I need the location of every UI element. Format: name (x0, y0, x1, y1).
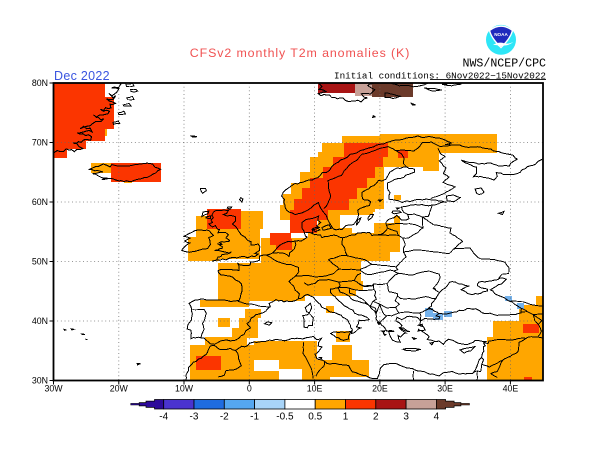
svg-text:4: 4 (434, 412, 440, 423)
svg-text:NOAA: NOAA (494, 32, 508, 37)
svg-text:-0.5: -0.5 (276, 412, 294, 423)
svg-text:NWS/NCEP/CPC: NWS/NCEP/CPC (463, 58, 547, 71)
svg-text:2: 2 (373, 412, 379, 423)
svg-text:1: 1 (343, 412, 349, 423)
svg-text:10W: 10W (175, 384, 194, 394)
svg-text:80N: 80N (32, 78, 48, 88)
svg-text:0: 0 (247, 384, 252, 394)
svg-text:-3: -3 (190, 412, 199, 423)
svg-text:-1: -1 (250, 412, 259, 423)
svg-text:20E: 20E (372, 384, 388, 394)
svg-text:30E: 30E (437, 384, 453, 394)
svg-text:40N: 40N (32, 316, 48, 326)
svg-text:60N: 60N (32, 197, 48, 207)
svg-text:0.5: 0.5 (308, 412, 322, 423)
svg-text:70N: 70N (32, 138, 48, 148)
svg-text:20W: 20W (110, 384, 129, 394)
svg-text:-4: -4 (159, 412, 168, 423)
svg-text:30N: 30N (32, 376, 48, 386)
svg-text:-2: -2 (220, 412, 229, 423)
svg-text:30W: 30W (44, 384, 63, 394)
svg-text:Dec 2022: Dec 2022 (54, 69, 110, 83)
svg-text:Initial conditions: 6Nov2022−1: Initial conditions: 6Nov2022−15Nov2022 (334, 71, 546, 82)
svg-text:CFSv2 monthly T2m anomalies: CFSv2 monthly T2m anomalies (K) (190, 46, 410, 60)
svg-text:3: 3 (403, 412, 409, 423)
svg-text:40E: 40E (503, 384, 519, 394)
svg-text:10E: 10E (307, 384, 323, 394)
svg-text:50N: 50N (32, 257, 48, 267)
